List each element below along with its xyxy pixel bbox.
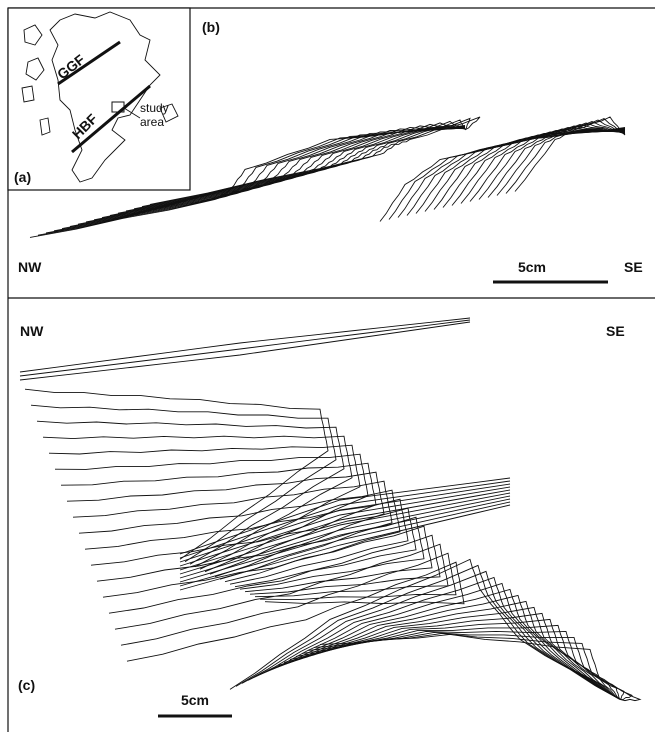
fold-trace [179,489,511,571]
fold-trace [120,552,457,646]
fold-trace [36,420,345,565]
study-area-box [111,101,125,113]
fold-trace [295,624,621,700]
fold-trace [271,600,621,700]
fold-trace [179,486,511,567]
fold-trace [19,321,471,381]
fold-trace [78,489,401,583]
fold-trace [487,121,626,198]
fold-trace [126,561,465,662]
fold-trace [102,525,433,598]
fold-trace [149,116,481,205]
fold-trace [319,633,642,702]
fold-trace [179,492,511,575]
fold-trace [514,116,626,192]
study-area-label: study [140,101,169,115]
fold-trace [179,483,511,563]
fold-trace [179,504,511,591]
fold-trace [460,125,626,204]
fold-trace [108,534,441,614]
orientation-label: SE [606,323,625,339]
fold-trace [84,498,409,585]
panel-label: (c) [18,677,35,693]
fold-trace [42,435,353,568]
fold-trace [259,588,621,700]
fold-trace [505,117,626,194]
fold-trace [24,388,329,560]
fold-trace [289,618,621,700]
fold-trace [179,498,511,583]
fold-trace [179,480,511,559]
fold-trace [388,127,626,220]
fold-trace [229,558,621,700]
panel-label: (a) [14,169,31,185]
fold-trace [265,594,621,700]
fold-trace [179,495,511,579]
fold-trace [48,444,361,570]
fold-trace [415,129,626,214]
fold-trace [96,516,425,590]
fold-trace [277,606,621,700]
fold-trace [241,570,621,700]
fold-trace [179,477,511,555]
fold-trace [253,582,621,700]
fold-trace [301,630,621,700]
scale-label: 5cm [181,692,209,708]
fold-trace [307,631,625,700]
fold-trace [30,404,337,563]
fold-trace [478,122,626,200]
fold-trace [379,127,626,222]
orientation-label: SE [624,259,643,275]
fold-trace [433,130,626,210]
fold-drawing [19,116,642,702]
inset-map [21,11,179,183]
scale-label: 5cm [518,259,546,275]
study-area-label: area [140,115,164,129]
panel-label: (b) [202,19,220,35]
fault-line [57,40,121,86]
fold-trace [283,612,621,700]
fault-line [71,84,151,154]
fold-trace [469,124,626,202]
orientation-label: NW [18,259,42,275]
fold-trace [496,119,626,196]
leader-line [123,107,141,119]
fold-trace [235,564,621,700]
fold-trace [424,129,626,212]
inset-box [7,7,191,191]
fold-trace [451,127,625,206]
fold-trace [66,471,385,578]
fold-trace [19,319,471,377]
fold-trace [179,501,511,587]
fold-trace [442,128,626,208]
fold-trace [313,632,633,701]
fold-trace [19,317,471,373]
orientation-label: NW [20,323,44,339]
fold-trace [54,453,369,573]
